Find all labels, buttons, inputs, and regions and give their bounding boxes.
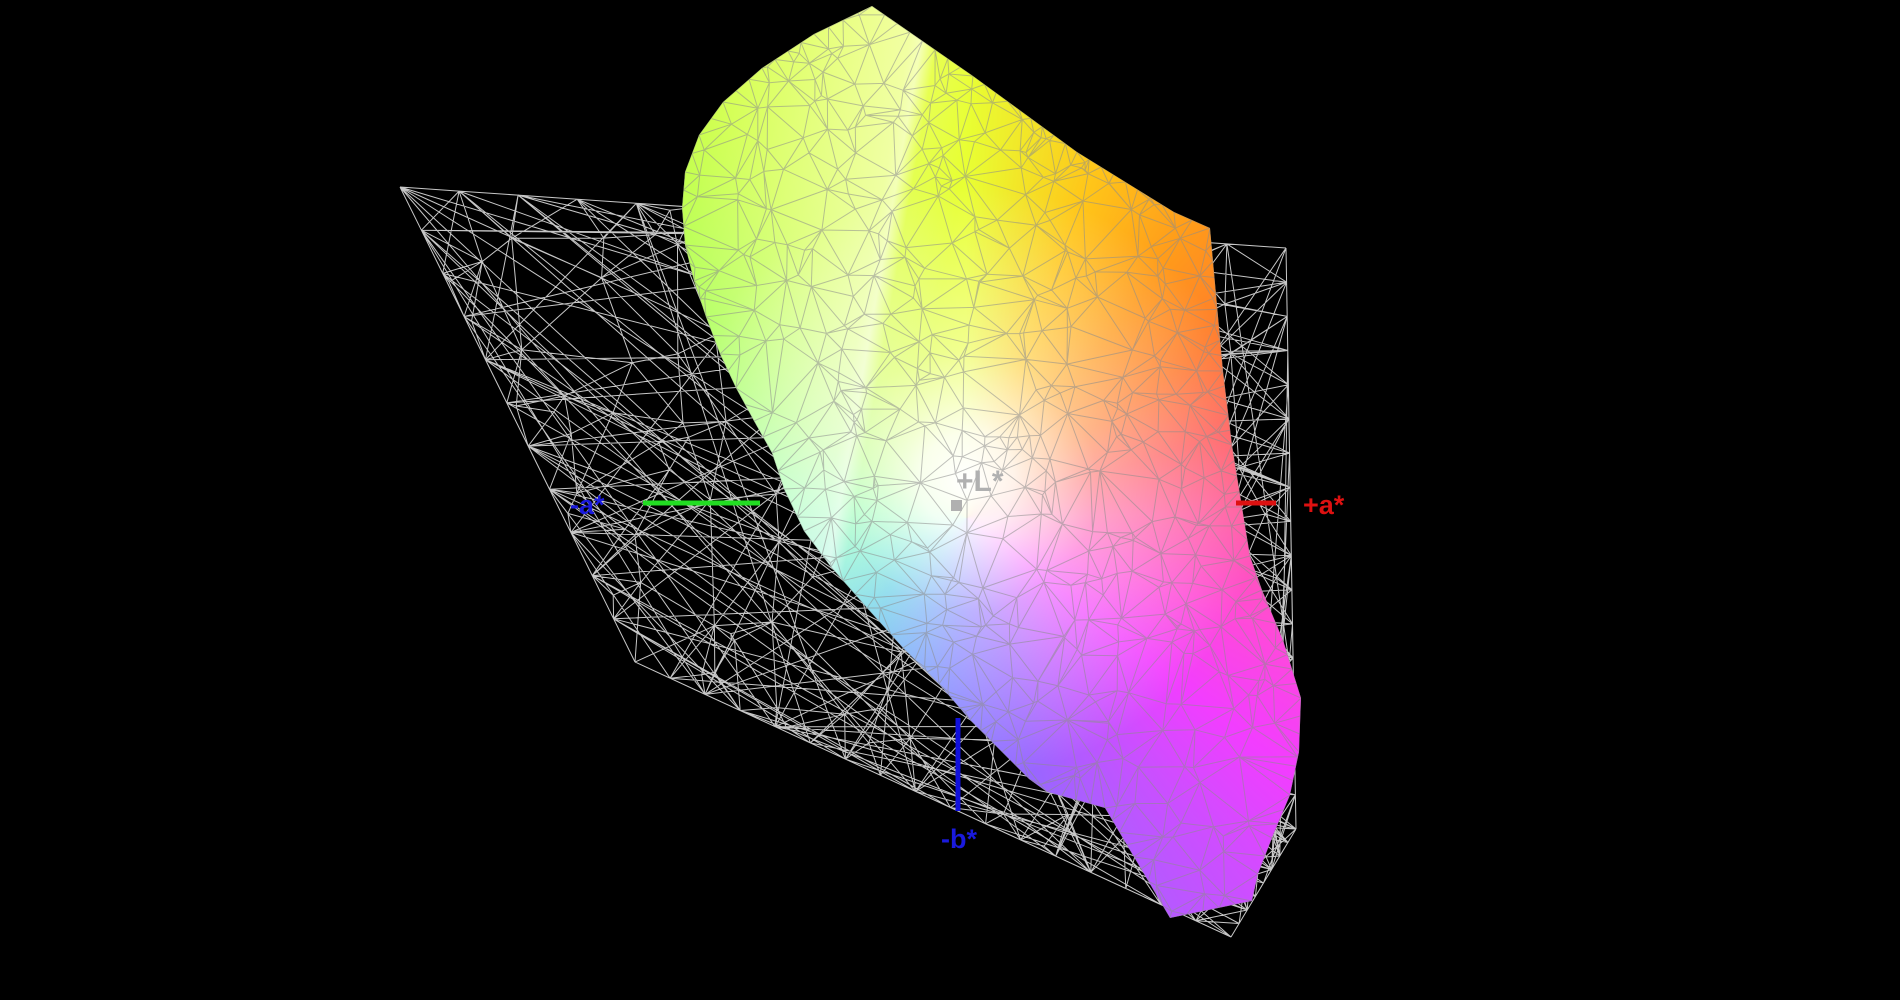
svg-text:+L*: +L* (956, 465, 1004, 498)
svg-text:-b*: -b* (941, 824, 977, 854)
svg-text:+a*: +a* (1303, 490, 1345, 520)
svg-text:-a*: -a* (570, 490, 605, 520)
